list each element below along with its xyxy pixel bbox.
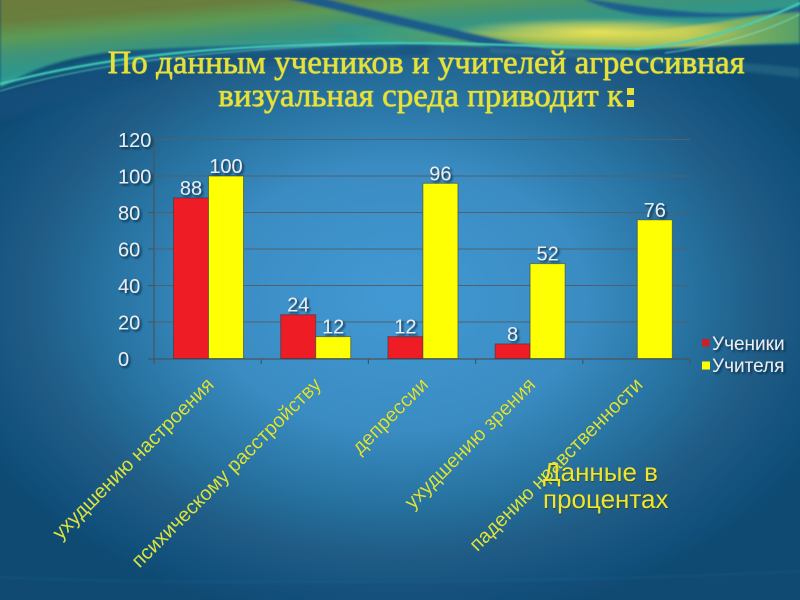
svg-text:40: 40 xyxy=(118,276,140,298)
svg-text:20: 20 xyxy=(118,313,140,335)
svg-text:96: 96 xyxy=(429,164,451,186)
svg-text:60: 60 xyxy=(118,240,140,262)
svg-text:Ученики: Ученики xyxy=(712,334,785,355)
svg-text:8: 8 xyxy=(507,324,518,346)
svg-text:0: 0 xyxy=(118,349,129,371)
svg-text:100: 100 xyxy=(209,156,242,178)
svg-text:100: 100 xyxy=(118,167,151,189)
svg-text:80: 80 xyxy=(118,203,140,225)
svg-text:52: 52 xyxy=(536,244,558,266)
svg-text:12: 12 xyxy=(322,317,344,339)
svg-text:120: 120 xyxy=(118,130,151,152)
svg-text:психическому расстройству: психическому расстройству xyxy=(127,374,325,572)
svg-text:12: 12 xyxy=(394,317,416,339)
svg-text:88: 88 xyxy=(180,178,202,200)
svg-text:76: 76 xyxy=(644,200,666,222)
svg-text:депрессии: депрессии xyxy=(348,374,433,459)
svg-text:24: 24 xyxy=(287,295,309,317)
svg-text:Учителя: Учителя xyxy=(712,356,784,377)
